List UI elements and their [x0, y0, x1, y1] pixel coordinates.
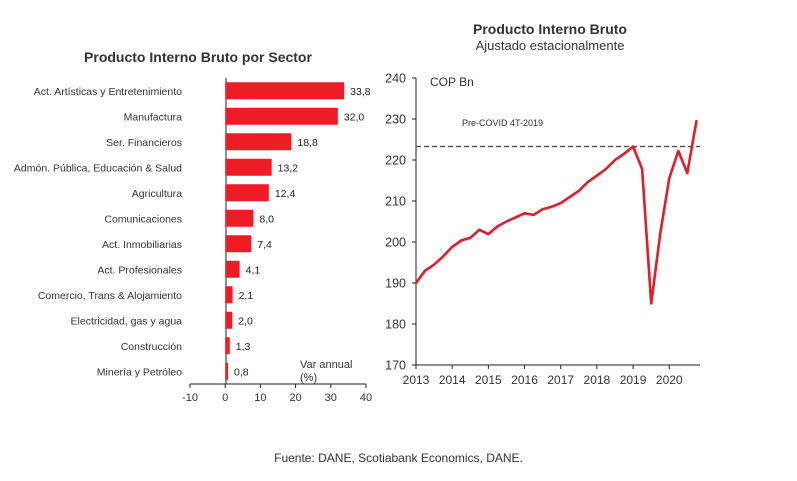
bar-value-label: 13,2 [278, 162, 299, 174]
source-footnote: Fuente: DANE, Scotiabank Economics, DANE… [274, 451, 523, 465]
line-x-tick-label: 2014 [439, 373, 466, 387]
line-chart-subtitle: Ajustado estacionalmente [476, 38, 625, 53]
bar [225, 311, 233, 329]
bar-value-label: 0,8 [234, 366, 249, 378]
bar-value-label: 2,1 [239, 290, 254, 302]
reference-line-label: Pre-COVID 4T-2019 [462, 118, 543, 128]
line-y-tick-label: 170 [385, 359, 406, 373]
line-y-tick-label: 240 [385, 72, 406, 86]
bar [225, 184, 269, 202]
bar-category-label: Minería y Petróleo [97, 366, 182, 378]
bar-category-label: Comercio, Trans & Alojamiento [38, 290, 182, 302]
gdp-line-chart: Producto Interno Bruto Ajustado estacion… [385, 21, 700, 387]
line-x-tick-label: 2015 [475, 373, 502, 387]
bar-value-label: 1,3 [236, 341, 251, 353]
bar-x-tick-label: 10 [254, 392, 266, 404]
line-x-tick-label: 2016 [511, 373, 538, 387]
bar-category-label: Comunicaciones [104, 213, 182, 225]
line-x-tick-label: 2013 [403, 373, 430, 387]
bar-x-tick-label: -10 [182, 392, 198, 404]
bar-category-label: Agricultura [132, 188, 182, 200]
bar [225, 209, 254, 227]
bar [225, 235, 252, 253]
bar-category-label: Manufactura [124, 111, 183, 123]
line-y-tick-label: 200 [385, 236, 406, 250]
bar [225, 107, 338, 125]
bar-category-label: Ser. Financieros [106, 137, 182, 149]
bar-group: Act. Artísticas y Entretenimiento 33,8 Man… [14, 82, 371, 380]
bar [225, 158, 272, 176]
line-x-tick-label: 2020 [656, 373, 683, 387]
line-y-tick-label: 180 [385, 318, 406, 332]
line-y-tick-label: 210 [385, 195, 406, 209]
bar-value-label: 8,0 [259, 213, 274, 225]
bar-unit-label-line2: (%) [300, 372, 317, 384]
line-x-tick-label: 2019 [620, 373, 647, 387]
bar-category-label: Construcción [121, 341, 182, 353]
bar [225, 286, 233, 304]
bar-x-tick-label: 20 [289, 392, 301, 404]
bar-x-tick-label: 0 [222, 392, 228, 404]
bar-chart-title: Producto Interno Bruto por Sector [84, 49, 312, 65]
bar-x-ticks: -10 0 10 20 30 40 [182, 384, 372, 404]
bar [225, 82, 345, 100]
bar-category-label: Act. Artísticas y Entretenimiento [34, 86, 182, 98]
gdp-series-line [414, 119, 698, 305]
bar-value-label: 12,4 [275, 188, 296, 200]
line-x-ticks: 2013 2014 2015 2016 2017 2018 2019 2020 [403, 365, 683, 387]
bar-value-label: 18,8 [297, 137, 318, 149]
line-y-tick-label: 220 [385, 154, 406, 168]
bar-category-label: Electricidad, gas y agua [71, 315, 183, 327]
bar [225, 362, 229, 380]
bar [225, 260, 240, 278]
bar-category-label: Admón. Pública, Educación & Salud [14, 162, 182, 174]
bar [225, 133, 292, 151]
line-x-tick-label: 2018 [584, 373, 611, 387]
line-y-ticks: 170 180 190 200 210 220 230 240 [385, 72, 416, 373]
bar-value-label: 7,4 [257, 239, 272, 251]
bar-category-label: Act. Profesionales [97, 264, 182, 276]
line-chart-title: Producto Interno Bruto [473, 21, 627, 37]
sector-bar-chart: Producto Interno Bruto por Sector Act. A… [14, 49, 372, 404]
line-chart-ylabel: COP Bn [430, 75, 474, 89]
bar-category-label: Act. Inmobiliarias [102, 239, 182, 251]
bar [225, 337, 230, 355]
bar-x-tick-label: 40 [360, 392, 372, 404]
bar-x-tick-label: 30 [325, 392, 337, 404]
line-x-tick-label: 2017 [547, 373, 574, 387]
bar-value-label: 32,0 [344, 111, 365, 123]
bar-value-label: 33,8 [350, 86, 371, 98]
bar-unit-label-line1: Var annual [300, 359, 352, 371]
line-y-tick-label: 230 [385, 113, 406, 127]
bar-value-label: 2,0 [238, 315, 253, 327]
line-y-tick-label: 190 [385, 277, 406, 291]
bar-value-label: 4,1 [246, 264, 261, 276]
